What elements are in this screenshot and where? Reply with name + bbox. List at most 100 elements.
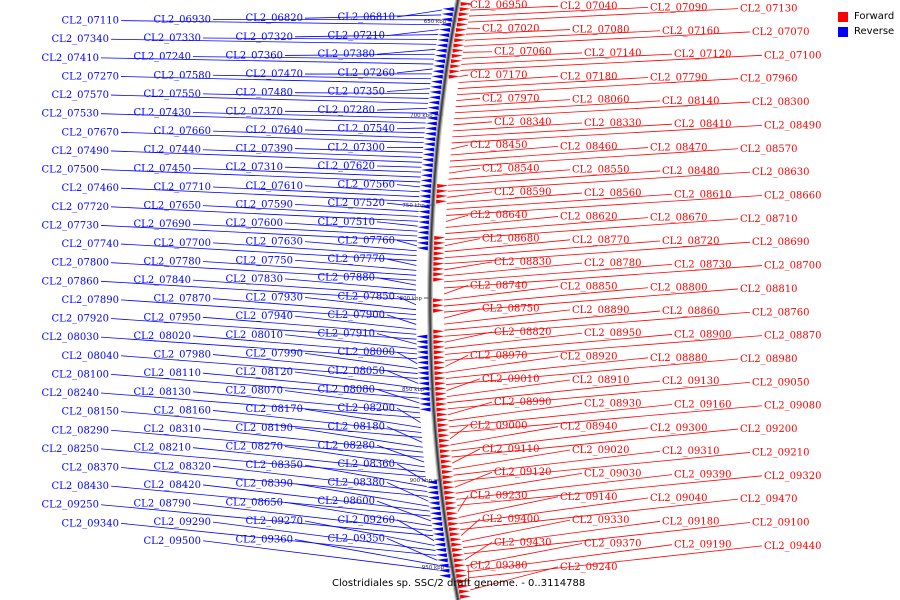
gene-label: CL2_08720 — [662, 236, 719, 247]
gene-leader-line — [444, 310, 661, 331]
gene-label: CL2_07690 — [134, 219, 191, 230]
gene-label: CL2_07370 — [226, 106, 283, 117]
gene-label: CL2_07430 — [134, 108, 191, 119]
gene-leader-line — [386, 202, 419, 207]
gene-label: CL2_07510 — [318, 217, 375, 228]
gene-leader-line — [202, 149, 423, 158]
gene-label: CL2_07640 — [246, 125, 303, 136]
gene-leader-line — [458, 496, 559, 518]
reverse-gene — [439, 22, 451, 27]
gene-label: CL2_08160 — [154, 405, 211, 416]
gene-leader-line — [212, 410, 422, 433]
forward-gene — [457, 579, 469, 584]
gene-label: CL2_06810 — [338, 12, 395, 23]
gene-label: CL2_07610 — [246, 181, 303, 192]
gene-leader-line — [120, 522, 437, 556]
reverse-gene — [428, 95, 440, 100]
forward-gene — [436, 199, 448, 204]
gene-label: CL2_08200 — [338, 403, 395, 414]
gene-leader-line — [396, 68, 433, 74]
gene-label: CL2_07910 — [318, 329, 375, 340]
gene-label: CL2_08990 — [494, 397, 551, 408]
scale-tick-label: 800 kbp — [400, 296, 423, 302]
reverse-gene — [419, 402, 431, 407]
reverse-gene — [416, 246, 428, 251]
forward-gene — [460, 594, 472, 599]
gene-leader-line — [445, 217, 649, 234]
gene-label: CL2_09080 — [764, 401, 821, 412]
gene-label: CL2_07920 — [52, 314, 109, 325]
gene-label: CL2_08820 — [494, 327, 551, 338]
forward-gene — [436, 194, 448, 199]
gene-label: CL2_08870 — [764, 331, 821, 342]
gene-leader-line — [444, 309, 571, 325]
gene-leader-line — [455, 473, 583, 494]
gene-leader-line — [454, 101, 751, 120]
gene-leader-line — [467, 565, 470, 584]
reverse-gene — [425, 121, 437, 126]
gene-leader-line — [212, 465, 428, 492]
reverse-gene — [419, 189, 431, 194]
gene-label: CL2_07800 — [52, 258, 109, 269]
gene-label: CL2_08570 — [740, 144, 797, 155]
gene-label: CL2_09320 — [764, 471, 821, 482]
reverse-gene — [418, 386, 430, 391]
gene-label: CL2_08650 — [226, 497, 283, 508]
reverse-gene — [432, 69, 444, 74]
gene-leader-line — [304, 520, 435, 546]
reverse-gene — [420, 184, 432, 188]
gene-label: CL2_07340 — [52, 34, 109, 45]
forward-gene — [433, 340, 445, 344]
gene-label: CL2_08290 — [52, 425, 109, 436]
gene-label: CL2_08140 — [662, 96, 719, 107]
gene-label: CL2_07860 — [42, 276, 99, 287]
gene-leader-line — [212, 186, 420, 198]
reverse-gene — [437, 38, 449, 43]
forward-gene — [437, 418, 449, 422]
gene-leader-line — [192, 503, 433, 532]
reverse-gene — [440, 17, 452, 22]
legend-forward-label: Forward — [854, 11, 895, 22]
gene-label: CL2_08800 — [650, 283, 707, 294]
gene-leader-line — [444, 311, 751, 337]
gene-leader-line — [447, 380, 661, 404]
gene-leader-line — [396, 127, 426, 130]
gene-label: CL2_07350 — [328, 86, 385, 97]
gene-label: CL2_08600 — [318, 496, 375, 507]
gene-leader-line — [446, 378, 481, 391]
gene-leader-line — [294, 483, 430, 507]
forward-gene — [435, 381, 447, 386]
gene-label: CL2_08690 — [752, 237, 809, 248]
gene-label: CL2_06950 — [470, 0, 527, 11]
gene-label: CL2_07280 — [318, 105, 375, 116]
gene-leader-line — [110, 373, 420, 399]
gene-leader-line — [304, 185, 420, 193]
gene-leader-line — [110, 262, 417, 281]
gene-label: CL2_07940 — [236, 311, 293, 322]
gene-label: CL2_08790 — [134, 499, 191, 510]
gene-label: CL2_09190 — [674, 540, 731, 551]
gene-label: CL2_09310 — [662, 446, 719, 457]
gene-label: CL2_08660 — [764, 190, 821, 201]
gene-label: CL2_08620 — [560, 211, 617, 222]
gene-leader-line — [452, 448, 481, 464]
gene-leader-line — [470, 5, 559, 11]
gene-label: CL2_07730 — [42, 220, 99, 231]
gene-leader-line — [294, 92, 430, 94]
gene-label: CL2_08450 — [470, 140, 527, 151]
gene-leader-line — [376, 500, 432, 522]
gene-label: CL2_07700 — [154, 238, 211, 249]
gene-leader-line — [376, 48, 436, 55]
gene-label: CL2_07140 — [584, 48, 641, 59]
gene-leader-line — [304, 241, 417, 252]
gene-leader-line — [453, 121, 493, 126]
reverse-gene — [424, 132, 436, 136]
reverse-gene — [418, 392, 430, 396]
gene-leader-line — [120, 299, 417, 320]
forward-gene — [442, 475, 454, 480]
gene-leader-line — [467, 545, 763, 579]
gene-label: CL2_08340 — [494, 117, 551, 128]
gene-label: CL2_07770 — [328, 254, 385, 265]
reverse-gene — [416, 350, 428, 355]
gene-label: CL2_08250 — [42, 444, 99, 455]
